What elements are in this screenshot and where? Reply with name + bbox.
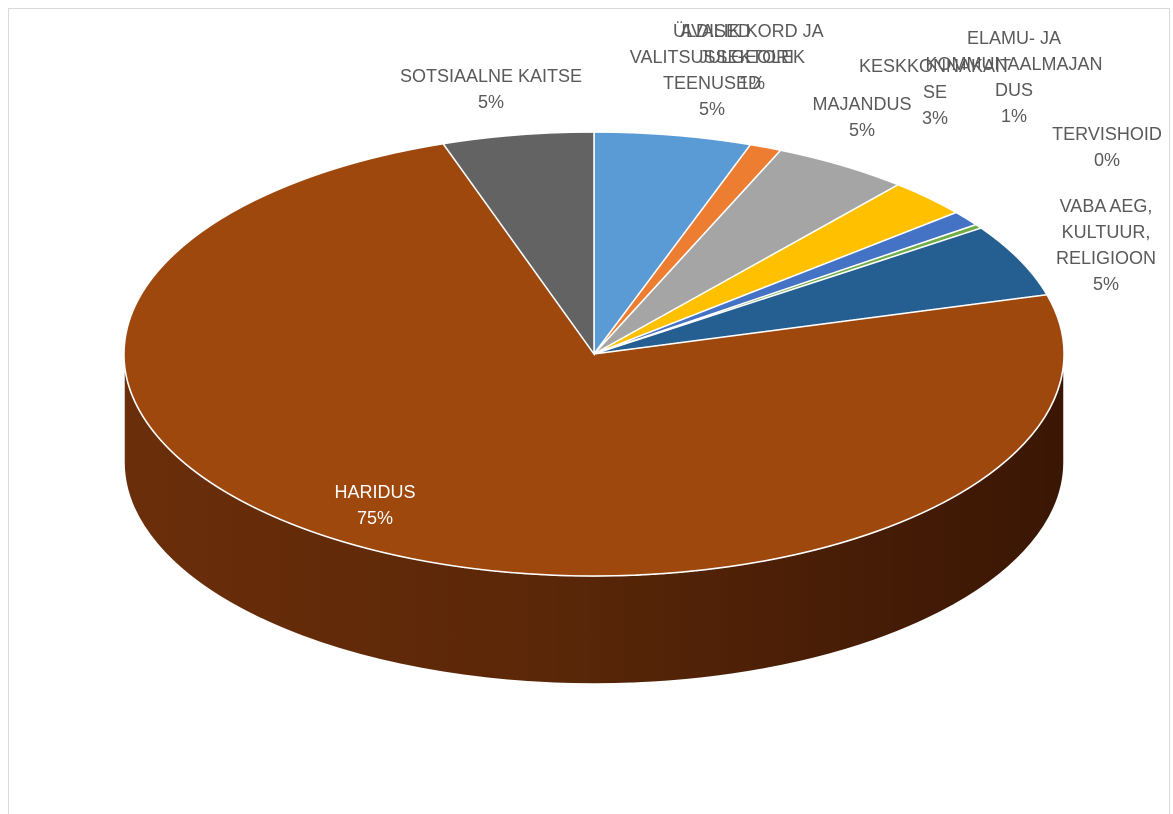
slice-ldised-valitsussektori-teenused: [593, 131, 752, 357]
chart-area: [8, 8, 1170, 814]
pie-slices: [123, 131, 1065, 577]
data-label: HARIDUS 75%: [334, 482, 415, 528]
slice-vaba-aeg-kultuur-religioon: [593, 227, 1049, 355]
data-label: AVALIK KORD JA JULGEOLEK 1%: [680, 21, 823, 93]
data-label: MAJANDUS 5%: [812, 94, 911, 140]
data-label: TERVISHOID 0%: [1052, 124, 1162, 170]
slice-sotsiaalne-kaitse: [441, 131, 595, 357]
data-label: SOTSIAALNE KAITSE 5%: [400, 66, 582, 112]
data-label: ÜLDISED VALITSUSSEKTORI TEENUSED 5%: [630, 21, 794, 119]
pie-data-labels: ÜLDISED VALITSUSSEKTORI TEENUSED 5%AVALIK K…: [334, 21, 1161, 528]
data-label: ELAMU- JA KOMMUNAALMAJAN DUS 1%: [925, 28, 1102, 126]
data-label: KESKKONNAKAIT SE 3%: [859, 56, 1011, 128]
slice-haridus: [123, 142, 1065, 577]
data-label: VABA AEG, KULTUUR, RELIGIOON 5%: [1056, 196, 1156, 294]
